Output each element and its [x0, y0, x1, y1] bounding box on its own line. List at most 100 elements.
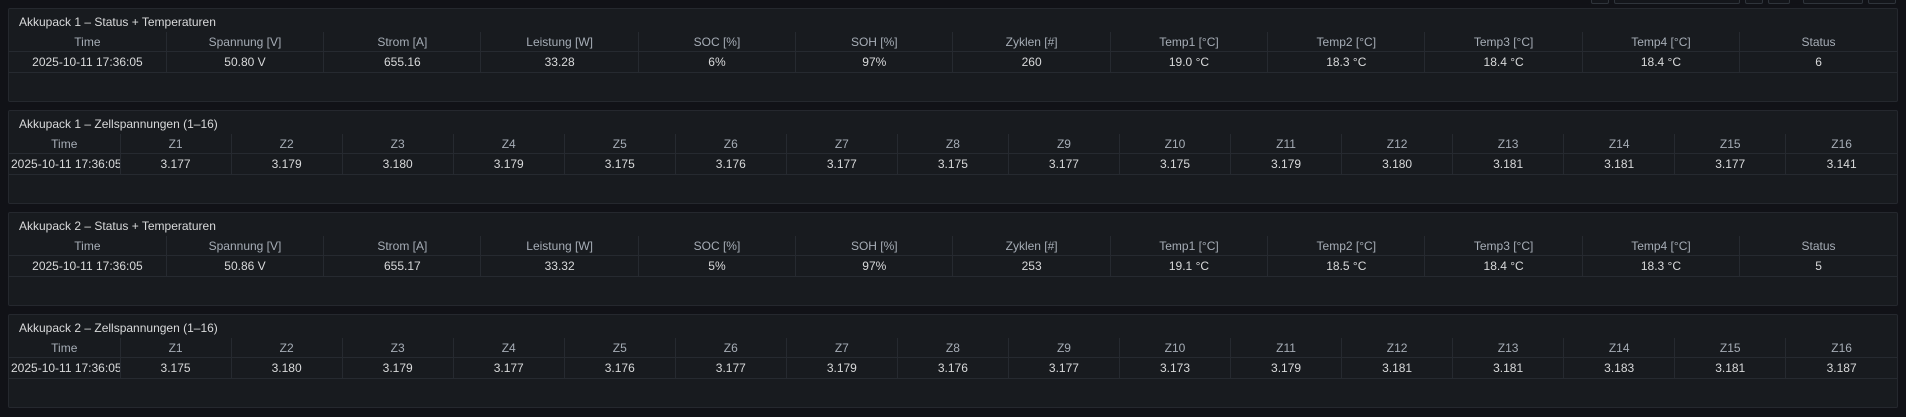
table-cell: 6% — [638, 51, 797, 73]
column-header[interactable]: Time — [9, 32, 167, 52]
column-header[interactable]: Temp3 [°C] — [1424, 236, 1583, 256]
table-cell: 3.175 — [1119, 153, 1232, 175]
table-cell: 3.180 — [342, 153, 454, 175]
column-header[interactable]: Z16 — [1785, 338, 1897, 358]
column-header[interactable]: SOH [%] — [795, 32, 954, 52]
column-header[interactable]: Z5 — [564, 338, 676, 358]
column-header[interactable]: Leistung [W] — [480, 32, 639, 52]
toolbar-button-stub[interactable] — [1803, 0, 1863, 4]
table-cell: 253 — [952, 255, 1111, 277]
table-cell: 19.1 °C — [1110, 255, 1269, 277]
column-header[interactable]: Z2 — [231, 134, 343, 154]
table-header-row: Time Z1 Z2 Z3 Z4 Z5 Z6 Z7 Z8 Z9 Z10 Z11 Z12 Z13 Z14 Z15… — [9, 338, 1897, 358]
table-cell: 3.177 — [1008, 153, 1120, 175]
panel-title[interactable]: Akkupack 1 – Zellspannungen (1–16) — [19, 117, 218, 131]
table-cell: 33.28 — [480, 51, 639, 73]
table-cell: 5 — [1739, 255, 1897, 277]
toolbar-button-stub[interactable] — [1614, 0, 1740, 4]
column-header[interactable]: Z4 — [453, 134, 565, 154]
column-header[interactable]: Z6 — [675, 134, 787, 154]
table-row: 2025-10-11 17:36:05 50.86 V 655.17 33.32 5% 9… — [9, 255, 1897, 277]
column-header[interactable]: Strom [A] — [323, 32, 482, 52]
table-row: 2025-10-11 17:36:05 50.80 V 655.16 33.28 6% 9… — [9, 51, 1897, 73]
column-header[interactable]: Temp4 [°C] — [1582, 32, 1741, 52]
column-header[interactable]: Status — [1739, 236, 1897, 256]
column-header[interactable]: Z9 — [1008, 134, 1120, 154]
panel-title[interactable]: Akkupack 1 – Status + Temperaturen — [19, 15, 216, 29]
column-header[interactable]: Z1 — [120, 134, 232, 154]
panel-title[interactable]: Akkupack 2 – Zellspannungen (1–16) — [19, 321, 218, 335]
table-cell: 6 — [1739, 51, 1897, 73]
column-header[interactable]: Z16 — [1785, 134, 1897, 154]
toolbar-button-stub[interactable] — [1591, 0, 1609, 4]
column-header[interactable]: Z7 — [786, 134, 898, 154]
column-header[interactable]: Zyklen [#] — [952, 32, 1111, 52]
panel-title[interactable]: Akkupack 2 – Status + Temperaturen — [19, 219, 216, 233]
status-table-akkupack-2: Time Spannung [V] Strom [A] Leistung [W] SOC… — [9, 236, 1897, 277]
column-header[interactable]: Spannung [V] — [166, 236, 325, 256]
toolbar-button-stub[interactable] — [1868, 0, 1896, 4]
column-header[interactable]: Z8 — [897, 134, 1009, 154]
column-header[interactable]: Status — [1739, 32, 1897, 52]
column-header[interactable]: Z11 — [1230, 134, 1343, 154]
column-header[interactable]: Z1 — [120, 338, 232, 358]
column-header[interactable]: Z12 — [1341, 134, 1454, 154]
column-header[interactable]: Temp2 [°C] — [1267, 236, 1426, 256]
column-header[interactable]: Leistung [W] — [480, 236, 639, 256]
table-cell: 3.176 — [897, 357, 1009, 379]
column-header[interactable]: Z13 — [1452, 338, 1565, 358]
toolbar-button-stub[interactable] — [1768, 0, 1790, 4]
table-cell: 19.0 °C — [1110, 51, 1269, 73]
table-cell: 2025-10-11 17:36:05 — [9, 153, 121, 175]
table-cell: 3.177 — [1008, 357, 1120, 379]
column-header[interactable]: Zyklen [#] — [952, 236, 1111, 256]
column-header[interactable]: Z8 — [897, 338, 1009, 358]
column-header[interactable]: SOH [%] — [795, 236, 954, 256]
column-header[interactable]: SOC [%] — [638, 236, 797, 256]
table-cell: 3.180 — [231, 357, 343, 379]
table-cell: 18.5 °C — [1267, 255, 1426, 277]
table-header-row: Time Spannung [V] Strom [A] Leistung [W] SOC… — [9, 236, 1897, 256]
table-cell: 3.181 — [1341, 357, 1454, 379]
column-header[interactable]: Z10 — [1119, 134, 1232, 154]
column-header[interactable]: Z11 — [1230, 338, 1343, 358]
column-header[interactable]: SOC [%] — [638, 32, 797, 52]
column-header[interactable]: Z3 — [342, 134, 454, 154]
column-header[interactable]: Temp1 [°C] — [1110, 236, 1269, 256]
column-header[interactable]: Z15 — [1674, 338, 1787, 358]
table-cell: 18.4 °C — [1424, 51, 1583, 73]
table-cell: 3.177 — [786, 153, 898, 175]
column-header[interactable]: Time — [9, 236, 167, 256]
column-header[interactable]: Z5 — [564, 134, 676, 154]
table-cell: 3.176 — [675, 153, 787, 175]
column-header[interactable]: Z14 — [1563, 134, 1676, 154]
column-header[interactable]: Temp3 [°C] — [1424, 32, 1583, 52]
column-header[interactable]: Z10 — [1119, 338, 1232, 358]
column-header[interactable]: Strom [A] — [323, 236, 482, 256]
table-cell: 3.180 — [1341, 153, 1454, 175]
column-header[interactable]: Z9 — [1008, 338, 1120, 358]
table-cell: 3.179 — [1230, 357, 1343, 379]
column-header[interactable]: Z2 — [231, 338, 343, 358]
column-header[interactable]: Temp2 [°C] — [1267, 32, 1426, 52]
column-header[interactable]: Z12 — [1341, 338, 1454, 358]
column-header[interactable]: Temp4 [°C] — [1582, 236, 1741, 256]
column-header[interactable]: Z7 — [786, 338, 898, 358]
column-header[interactable]: Time — [9, 338, 121, 358]
column-header[interactable]: Z3 — [342, 338, 454, 358]
column-header[interactable]: Spannung [V] — [166, 32, 325, 52]
column-header[interactable]: Z4 — [453, 338, 565, 358]
table-cell: 3.181 — [1452, 357, 1565, 379]
table-cell: 5% — [638, 255, 797, 277]
column-header[interactable]: Temp1 [°C] — [1110, 32, 1269, 52]
column-header[interactable]: Z14 — [1563, 338, 1676, 358]
column-header[interactable]: Z6 — [675, 338, 787, 358]
column-header[interactable]: Z15 — [1674, 134, 1787, 154]
table-cell: 97% — [795, 255, 954, 277]
column-header[interactable]: Z13 — [1452, 134, 1565, 154]
table-row: 2025-10-11 17:36:05 3.177 3.179 3.180 3.179 3… — [9, 153, 1897, 175]
panel-akkupack-2-status: Akkupack 2 – Status + Temperaturen Time S… — [8, 212, 1898, 306]
column-header[interactable]: Time — [9, 134, 121, 154]
toolbar-button-stub[interactable] — [1745, 0, 1763, 4]
